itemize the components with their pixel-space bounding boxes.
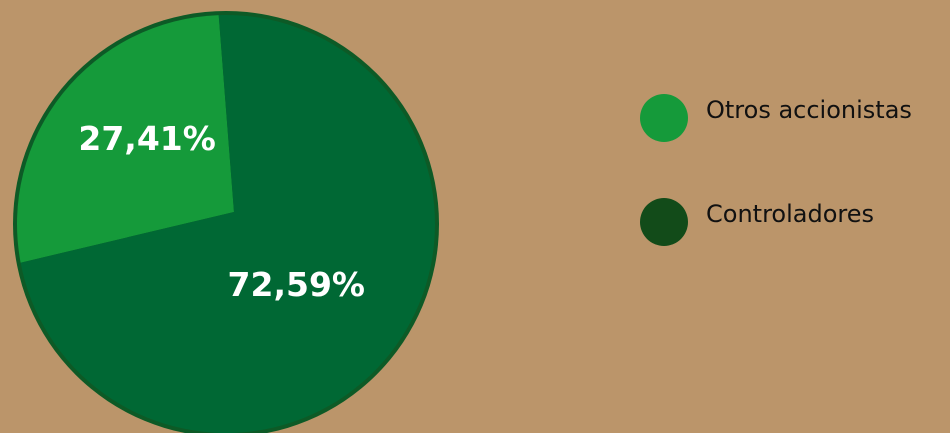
slice-value-label-controladores: 72,59%: [228, 265, 365, 304]
pie-slice-controladores: [20, 14, 436, 433]
pie-slice-otros-accionistas: [17, 15, 234, 263]
pie-slices: [17, 14, 436, 433]
pie-value-labels: 27,41% 72,59%: [78, 119, 365, 304]
legend-item-controladores: Controladores: [640, 192, 940, 246]
slice-value-label-otros-accionistas: 27,41%: [78, 119, 215, 158]
legend-item-otros-accionistas: Otros accionistas: [640, 88, 940, 142]
legend-swatch-otros-accionistas: [640, 94, 688, 142]
legend: Otros accionistas Controladores: [640, 88, 940, 246]
legend-swatch-controladores: [640, 198, 688, 246]
legend-label-controladores: Controladores: [706, 200, 874, 228]
legend-label-otros-accionistas: Otros accionistas: [706, 96, 912, 124]
